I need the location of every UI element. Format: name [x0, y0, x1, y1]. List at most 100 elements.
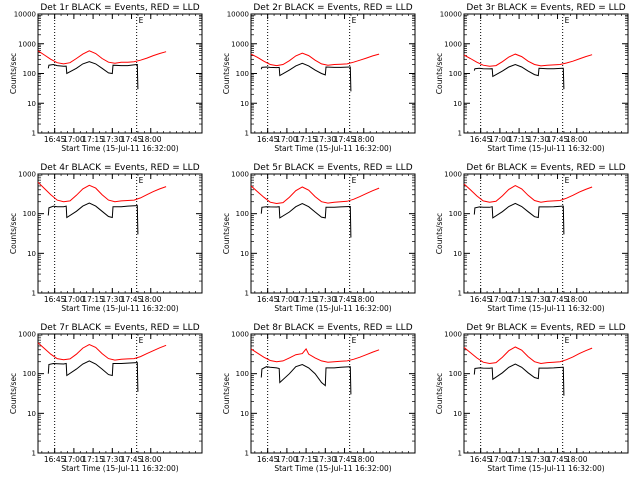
- y-axis-label: Counts/sec: [435, 213, 444, 254]
- interval-marker-label: E: [565, 176, 570, 185]
- events-rate-line: [473, 202, 565, 235]
- x-tick-label: 17:15: [82, 455, 104, 464]
- y-tick-label: 10: [240, 250, 249, 258]
- x-tick-label: 17:30: [102, 135, 124, 144]
- events-rate-line: [473, 63, 565, 90]
- chart-title: Det 5r BLACK = Events, RED = LLD: [253, 163, 412, 173]
- x-tick-label: 16:45: [44, 295, 66, 304]
- y-tick-label: 1: [458, 130, 462, 138]
- y-tick-label: 100: [23, 210, 36, 218]
- interval-marker-label: E: [352, 176, 357, 185]
- x-tick-label: 18:00: [140, 135, 162, 144]
- x-tick-label: 17:30: [102, 295, 124, 304]
- x-tick-label: 17:45: [121, 135, 143, 144]
- y-tick-label: 1: [32, 290, 36, 298]
- lld-rate-line: [37, 181, 167, 203]
- y-axis-label: Counts/sec: [435, 373, 444, 414]
- y-tick-label: 10: [27, 410, 36, 418]
- interval-marker-label: E: [139, 336, 144, 345]
- events-rate-line: [47, 360, 139, 392]
- plot-frame: [250, 13, 416, 134]
- chart-panel-6: Det 6r BLACK = Events, RED = LLD 1 10 100 10…: [435, 163, 629, 313]
- events-rate-line: [473, 363, 565, 396]
- x-tick-label: 17:45: [121, 295, 143, 304]
- chart-panel-4: Det 4r BLACK = Events, RED = LLD 1 10 100 10…: [9, 163, 203, 313]
- interval-marker-label: E: [565, 336, 570, 345]
- x-tick-label: 17:30: [315, 135, 337, 144]
- events-rate-line: [260, 202, 352, 238]
- x-tick-label: 17:00: [63, 135, 85, 144]
- chart-title: Det 2r BLACK = Events, RED = LLD: [253, 3, 412, 13]
- x-tick-label: 17:45: [121, 455, 143, 464]
- y-tick-label: 1000: [231, 171, 249, 179]
- y-tick-label: 1000: [231, 331, 249, 339]
- x-tick-label: 17:45: [334, 455, 356, 464]
- x-axis-label: Start Time (15-Jul-11 16:32:00): [61, 144, 178, 153]
- events-rate-line: [260, 62, 352, 92]
- y-tick-label: 10: [453, 100, 462, 108]
- x-tick-label: 17:00: [489, 455, 511, 464]
- x-tick-label: 17:45: [547, 295, 569, 304]
- lld-rate-line: [37, 342, 167, 361]
- x-tick-label: 17:15: [82, 295, 104, 304]
- lld-rate-line: [463, 346, 593, 365]
- x-tick-label: 17:00: [276, 455, 298, 464]
- x-tick-label: 17:30: [102, 455, 124, 464]
- interval-marker-label: E: [139, 16, 144, 25]
- y-tick-label: 10: [27, 100, 36, 108]
- x-tick-label: 17:30: [528, 295, 550, 304]
- y-tick-label: 1: [245, 130, 249, 138]
- chart-title: Det 6r BLACK = Events, RED = LLD: [466, 163, 625, 173]
- y-tick-label: 100: [449, 210, 462, 218]
- chart-panel-9: Det 9r BLACK = Events, RED = LLD 1 10 100 10…: [435, 323, 629, 473]
- x-tick-label: 17:15: [295, 295, 317, 304]
- plot-frame: [250, 333, 416, 454]
- x-tick-label: 17:15: [508, 135, 530, 144]
- plot-frame: [463, 333, 629, 454]
- x-tick-label: 16:45: [257, 455, 279, 464]
- x-axis-label: Start Time (15-Jul-11 16:32:00): [487, 144, 604, 153]
- x-axis-label: Start Time (15-Jul-11 16:32:00): [274, 304, 391, 313]
- x-axis-label: Start Time (15-Jul-11 16:32:00): [274, 464, 391, 473]
- x-tick-label: 17:30: [315, 295, 337, 304]
- x-tick-label: 17:15: [508, 295, 530, 304]
- chart-title: Det 8r BLACK = Events, RED = LLD: [253, 323, 412, 333]
- x-tick-label: 17:45: [547, 135, 569, 144]
- x-tick-label: 17:15: [82, 135, 104, 144]
- events-rate-line: [47, 61, 139, 90]
- plot-frame: [37, 173, 203, 294]
- chart-panel-5: Det 5r BLACK = Events, RED = LLD 1 10 100 10…: [222, 163, 416, 313]
- x-tick-label: 17:00: [276, 295, 298, 304]
- x-tick-label: 17:00: [489, 135, 511, 144]
- x-tick-label: 17:00: [63, 295, 85, 304]
- y-tick-label: 100: [236, 210, 249, 218]
- chart-title: Det 1r BLACK = Events, RED = LLD: [40, 3, 199, 13]
- y-tick-label: 1: [245, 290, 249, 298]
- y-tick-label: 1000: [444, 171, 462, 179]
- x-axis-label: Start Time (15-Jul-11 16:32:00): [487, 304, 604, 313]
- x-tick-label: 18:00: [353, 455, 375, 464]
- x-tick-label: 17:30: [315, 455, 337, 464]
- plot-frame: [37, 333, 203, 454]
- y-tick-label: 10: [240, 100, 249, 108]
- y-axis-label: Counts/sec: [9, 373, 18, 414]
- y-tick-label: 100: [23, 370, 36, 378]
- y-tick-label: 100: [449, 370, 462, 378]
- y-axis-label: Counts/sec: [435, 53, 444, 94]
- lld-rate-line: [250, 185, 380, 205]
- x-axis-label: Start Time (15-Jul-11 16:32:00): [61, 464, 178, 473]
- lld-rate-line: [250, 347, 380, 363]
- x-tick-label: 17:45: [547, 455, 569, 464]
- y-tick-label: 1: [32, 130, 36, 138]
- x-tick-label: 18:00: [353, 135, 375, 144]
- chart-title: Det 3r BLACK = Events, RED = LLD: [466, 3, 625, 13]
- y-axis-label: Counts/sec: [9, 53, 18, 94]
- y-tick-label: 1: [32, 450, 36, 458]
- chart-title: Det 9r BLACK = Events, RED = LLD: [466, 323, 625, 333]
- y-axis-label: Counts/sec: [222, 213, 231, 254]
- y-axis-label: Counts/sec: [222, 373, 231, 414]
- chart-panel-3: Det 3r BLACK = Events, RED = LLD 1 10 100 10…: [435, 3, 629, 153]
- y-tick-label: 100: [449, 70, 462, 78]
- y-axis-label: Counts/sec: [9, 213, 18, 254]
